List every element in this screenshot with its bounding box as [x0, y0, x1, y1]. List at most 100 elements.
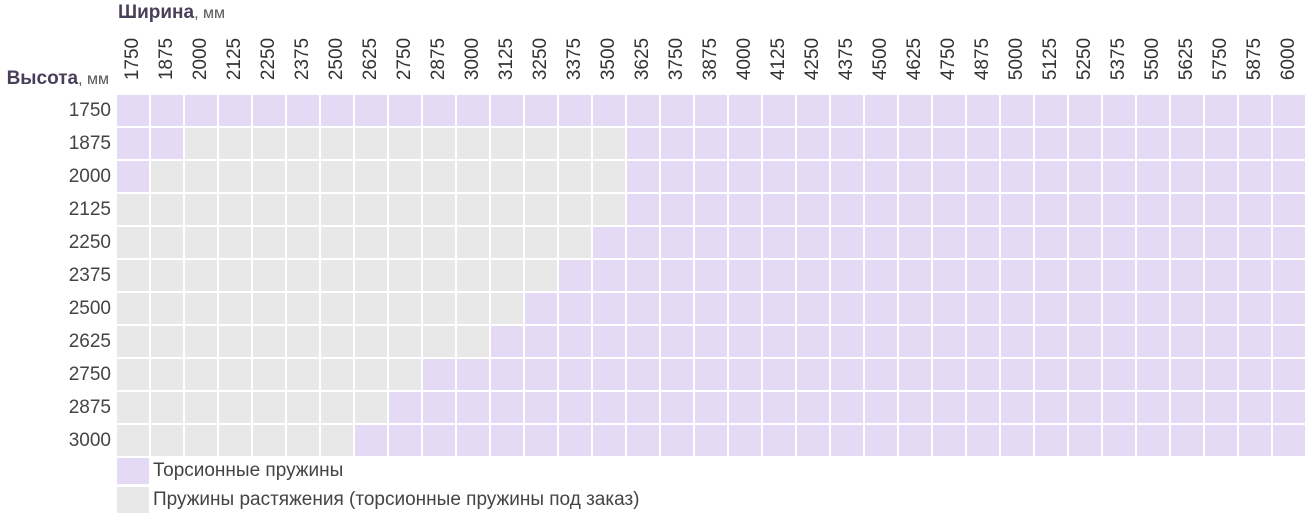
grid-cell-torsion — [797, 95, 829, 126]
grid-cell-extension — [559, 128, 591, 159]
width-tick-label: 3250 — [524, 30, 558, 88]
grid-cell-torsion — [729, 95, 761, 126]
grid-cell-torsion — [1137, 128, 1169, 159]
width-tick-label: 5375 — [1102, 30, 1136, 88]
grid-cell-extension — [185, 293, 217, 324]
height-tick-label: 2750 — [68, 364, 111, 385]
grid-cell-torsion — [1103, 260, 1135, 291]
grid-cell-torsion — [661, 326, 693, 357]
grid-cell-extension — [355, 392, 387, 423]
grid-cell-torsion — [151, 128, 183, 159]
grid-cell-extension — [423, 293, 455, 324]
grid-cell-torsion — [1273, 326, 1305, 357]
grid-cell-torsion — [1239, 227, 1271, 258]
grid-cell-extension — [219, 293, 251, 324]
grid-cell-extension — [321, 359, 353, 390]
grid-cell-torsion — [1103, 293, 1135, 324]
grid-cell-torsion — [491, 359, 523, 390]
grid-cell-torsion — [1001, 95, 1033, 126]
width-tick-label: 6000 — [1272, 30, 1306, 88]
grid-cell-torsion — [1205, 227, 1237, 258]
grid-cell-torsion — [593, 359, 625, 390]
grid-cell-torsion — [1239, 194, 1271, 225]
grid-cell-extension — [185, 194, 217, 225]
grid-cell-extension — [219, 392, 251, 423]
grid-cell-extension — [151, 392, 183, 423]
grid-cell-torsion — [593, 392, 625, 423]
grid-cell-torsion — [355, 425, 387, 456]
grid-cell-torsion — [763, 293, 795, 324]
grid-cell-torsion — [865, 128, 897, 159]
grid-cell-torsion — [1239, 425, 1271, 456]
width-tick-label: 2750 — [388, 30, 422, 88]
grid-cell-torsion — [933, 260, 965, 291]
grid-cell-torsion — [1205, 326, 1237, 357]
grid-cell-extension — [321, 425, 353, 456]
height-title-text: Высота — [6, 68, 79, 89]
grid-cell-torsion — [899, 293, 931, 324]
grid-cell-torsion — [1137, 161, 1169, 192]
grid-cell-extension — [287, 293, 319, 324]
grid-cell-torsion — [559, 95, 591, 126]
width-tick-label: 1875 — [150, 30, 184, 88]
grid-cell-torsion — [1069, 227, 1101, 258]
grid-cell-extension — [117, 326, 149, 357]
legend-swatch-torsion — [117, 458, 149, 484]
grid-cell-torsion — [865, 326, 897, 357]
width-tick-label-text: 5125 — [1040, 37, 1061, 81]
grid-cell-torsion — [899, 425, 931, 456]
grid-cell-torsion — [491, 392, 523, 423]
grid-cell-torsion — [423, 359, 455, 390]
grid-cell-torsion — [967, 161, 999, 192]
grid-cell-torsion — [695, 227, 727, 258]
width-tick-label: 3125 — [490, 30, 524, 88]
grid-cell-torsion — [797, 359, 829, 390]
grid-cell-torsion — [457, 95, 489, 126]
width-tick-label: 5000 — [1000, 30, 1034, 88]
grid-cell-torsion — [1035, 359, 1067, 390]
grid-cell-torsion — [763, 326, 795, 357]
grid-cell-torsion — [1069, 359, 1101, 390]
width-tick-label: 5125 — [1034, 30, 1068, 88]
width-tick-label-text: 4125 — [768, 37, 789, 81]
grid-cell-torsion — [1069, 194, 1101, 225]
grid-cell-torsion — [1171, 293, 1203, 324]
grid-cell-extension — [185, 128, 217, 159]
grid-cell-torsion — [865, 260, 897, 291]
grid-cell-extension — [491, 293, 523, 324]
grid-cell-torsion — [389, 392, 421, 423]
grid-cell-torsion — [355, 95, 387, 126]
grid-cell-torsion — [933, 359, 965, 390]
grid-cell-torsion — [797, 425, 829, 456]
grid-cell-torsion — [1069, 161, 1101, 192]
width-tick-label-text: 5875 — [1244, 37, 1265, 81]
grid-cell-torsion — [593, 227, 625, 258]
grid-cell-extension — [491, 128, 523, 159]
grid-cell-extension — [185, 425, 217, 456]
height-axis-title: Высота, мм — [7, 68, 109, 90]
grid-cell-torsion — [117, 161, 149, 192]
grid-cell-torsion — [1273, 161, 1305, 192]
grid-cell-torsion — [695, 95, 727, 126]
grid-cell-extension — [457, 293, 489, 324]
height-tick-label: 3000 — [68, 430, 111, 451]
grid-cell-torsion — [933, 392, 965, 423]
grid-cell-torsion — [1137, 95, 1169, 126]
grid-cell-extension — [355, 227, 387, 258]
grid-cell-torsion — [423, 392, 455, 423]
width-tick-label: 5250 — [1068, 30, 1102, 88]
height-unit-text: , мм — [78, 71, 109, 88]
grid-cell-extension — [185, 260, 217, 291]
grid-cell-torsion — [457, 425, 489, 456]
grid-cell-torsion — [661, 359, 693, 390]
grid-cell-torsion — [1103, 359, 1135, 390]
grid-cell-extension — [321, 194, 353, 225]
grid-cell-torsion — [661, 95, 693, 126]
grid-cell-extension — [219, 227, 251, 258]
grid-cell-torsion — [627, 359, 659, 390]
grid-cell-torsion — [627, 392, 659, 423]
grid-cell-extension — [423, 326, 455, 357]
width-tick-label-text: 1750 — [122, 37, 143, 81]
grid-cell-torsion — [865, 425, 897, 456]
width-tick-label-text: 3000 — [462, 37, 483, 81]
